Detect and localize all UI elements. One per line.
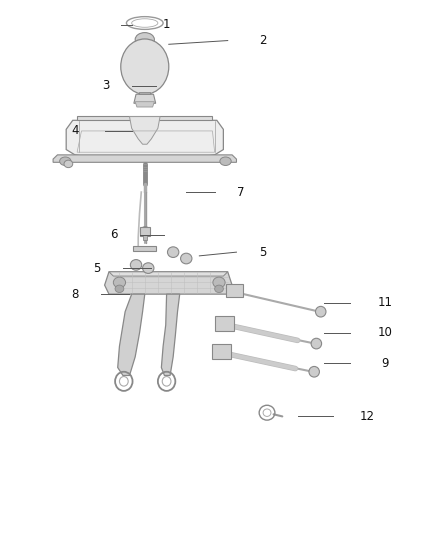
Ellipse shape bbox=[141, 227, 150, 236]
Ellipse shape bbox=[131, 260, 142, 270]
Text: 3: 3 bbox=[102, 79, 109, 92]
Text: 5: 5 bbox=[259, 246, 266, 259]
Text: 11: 11 bbox=[378, 296, 392, 309]
Ellipse shape bbox=[64, 160, 73, 167]
Text: 7: 7 bbox=[237, 185, 244, 199]
Text: 6: 6 bbox=[110, 228, 118, 241]
Text: 1: 1 bbox=[163, 18, 170, 31]
Ellipse shape bbox=[220, 157, 231, 165]
Ellipse shape bbox=[167, 247, 179, 257]
Ellipse shape bbox=[60, 157, 71, 165]
Text: 9: 9 bbox=[381, 357, 389, 370]
Polygon shape bbox=[105, 272, 232, 294]
Polygon shape bbox=[53, 155, 237, 163]
Polygon shape bbox=[109, 272, 228, 276]
Polygon shape bbox=[226, 284, 243, 297]
Polygon shape bbox=[130, 117, 160, 144]
Polygon shape bbox=[161, 294, 180, 375]
Ellipse shape bbox=[215, 285, 223, 293]
Ellipse shape bbox=[311, 338, 321, 349]
Ellipse shape bbox=[315, 306, 326, 317]
Polygon shape bbox=[134, 246, 156, 251]
Text: 10: 10 bbox=[378, 326, 392, 340]
Bar bbox=[141, 227, 150, 236]
Polygon shape bbox=[135, 102, 154, 107]
Ellipse shape bbox=[115, 285, 124, 293]
Text: 2: 2 bbox=[259, 34, 266, 47]
Text: 8: 8 bbox=[71, 288, 78, 301]
Ellipse shape bbox=[135, 33, 154, 46]
Ellipse shape bbox=[113, 277, 126, 288]
Ellipse shape bbox=[309, 367, 319, 377]
Polygon shape bbox=[212, 344, 231, 359]
Polygon shape bbox=[66, 120, 223, 157]
Bar bbox=[143, 235, 148, 240]
Polygon shape bbox=[139, 92, 150, 94]
Ellipse shape bbox=[143, 263, 154, 273]
Polygon shape bbox=[77, 116, 212, 120]
Text: 12: 12 bbox=[360, 410, 375, 423]
Text: 5: 5 bbox=[93, 262, 100, 274]
Polygon shape bbox=[215, 316, 234, 331]
Ellipse shape bbox=[121, 39, 169, 94]
Polygon shape bbox=[134, 94, 155, 103]
Ellipse shape bbox=[180, 253, 192, 264]
Ellipse shape bbox=[213, 277, 225, 288]
Polygon shape bbox=[118, 294, 145, 375]
Text: 4: 4 bbox=[71, 124, 79, 138]
